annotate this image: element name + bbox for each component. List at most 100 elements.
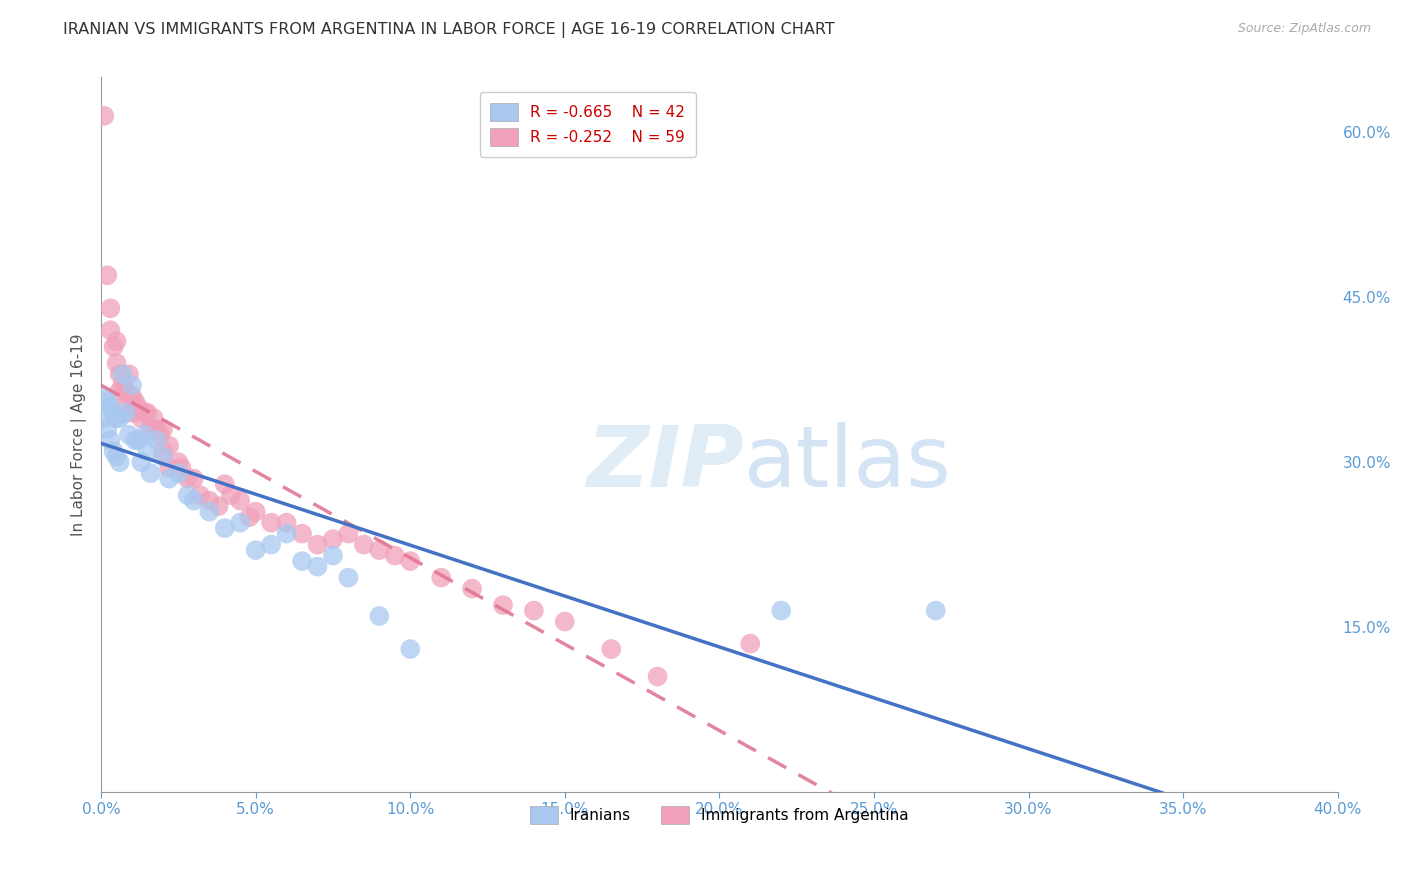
Point xyxy=(461,582,484,596)
Point xyxy=(131,455,153,469)
Point xyxy=(103,406,125,420)
Point xyxy=(167,455,190,469)
Point xyxy=(214,521,236,535)
Point xyxy=(925,604,948,618)
Point xyxy=(600,642,623,657)
Point xyxy=(121,406,143,420)
Legend: Iranians, Immigrants from Argentina: Iranians, Immigrants from Argentina xyxy=(519,796,920,834)
Point xyxy=(183,493,205,508)
Point xyxy=(131,411,153,425)
Point xyxy=(188,488,211,502)
Point xyxy=(146,433,169,447)
Point xyxy=(118,368,141,382)
Point xyxy=(337,526,360,541)
Point xyxy=(157,472,180,486)
Text: Source: ZipAtlas.com: Source: ZipAtlas.com xyxy=(1237,22,1371,36)
Point xyxy=(198,493,221,508)
Y-axis label: In Labor Force | Age 16-19: In Labor Force | Age 16-19 xyxy=(72,334,87,536)
Point xyxy=(149,427,172,442)
Point xyxy=(96,268,118,283)
Point xyxy=(170,460,193,475)
Point xyxy=(96,422,118,436)
Point xyxy=(105,411,128,425)
Point xyxy=(134,406,156,420)
Point xyxy=(139,422,162,436)
Point xyxy=(152,444,174,458)
Point xyxy=(384,549,406,563)
Point xyxy=(430,571,453,585)
Point xyxy=(100,323,122,337)
Point xyxy=(103,444,125,458)
Point xyxy=(647,669,669,683)
Point xyxy=(121,389,143,403)
Point xyxy=(96,394,118,409)
Point xyxy=(399,642,422,657)
Point xyxy=(93,109,115,123)
Point xyxy=(108,455,131,469)
Point xyxy=(307,538,329,552)
Point xyxy=(176,472,198,486)
Point xyxy=(134,427,156,442)
Point xyxy=(245,505,267,519)
Point xyxy=(157,460,180,475)
Point xyxy=(111,401,134,415)
Point xyxy=(105,334,128,349)
Point xyxy=(368,543,391,558)
Point xyxy=(142,411,165,425)
Point xyxy=(368,609,391,624)
Point xyxy=(214,477,236,491)
Point xyxy=(105,356,128,370)
Point xyxy=(322,532,344,546)
Point xyxy=(167,466,190,480)
Point xyxy=(353,538,375,552)
Point xyxy=(139,466,162,480)
Point xyxy=(291,554,314,568)
Point xyxy=(198,505,221,519)
Point xyxy=(554,615,576,629)
Point xyxy=(124,433,146,447)
Point xyxy=(118,389,141,403)
Point xyxy=(108,368,131,382)
Point xyxy=(157,439,180,453)
Point xyxy=(100,433,122,447)
Point xyxy=(127,433,149,447)
Point xyxy=(124,394,146,409)
Point xyxy=(111,378,134,392)
Point xyxy=(100,301,122,316)
Point xyxy=(152,450,174,464)
Point xyxy=(152,422,174,436)
Point xyxy=(100,401,122,415)
Point xyxy=(399,554,422,568)
Point xyxy=(291,526,314,541)
Point xyxy=(276,526,298,541)
Point xyxy=(245,543,267,558)
Point xyxy=(127,401,149,415)
Point xyxy=(229,516,252,530)
Point xyxy=(260,516,283,530)
Point xyxy=(115,384,138,398)
Text: atlas: atlas xyxy=(744,422,952,505)
Point xyxy=(183,472,205,486)
Point xyxy=(740,636,762,650)
Point xyxy=(93,389,115,403)
Point xyxy=(115,406,138,420)
Point xyxy=(121,378,143,392)
Point xyxy=(307,559,329,574)
Point xyxy=(105,450,128,464)
Point xyxy=(337,571,360,585)
Point xyxy=(136,406,159,420)
Point xyxy=(207,499,229,513)
Point xyxy=(229,493,252,508)
Point xyxy=(238,510,260,524)
Text: IRANIAN VS IMMIGRANTS FROM ARGENTINA IN LABOR FORCE | AGE 16-19 CORRELATION CHAR: IRANIAN VS IMMIGRANTS FROM ARGENTINA IN … xyxy=(63,22,835,38)
Point xyxy=(322,549,344,563)
Point xyxy=(103,340,125,354)
Point xyxy=(770,604,793,618)
Point xyxy=(276,516,298,530)
Point xyxy=(136,444,159,458)
Point xyxy=(146,422,169,436)
Point xyxy=(93,411,115,425)
Point xyxy=(260,538,283,552)
Point xyxy=(492,598,515,612)
Point xyxy=(108,411,131,425)
